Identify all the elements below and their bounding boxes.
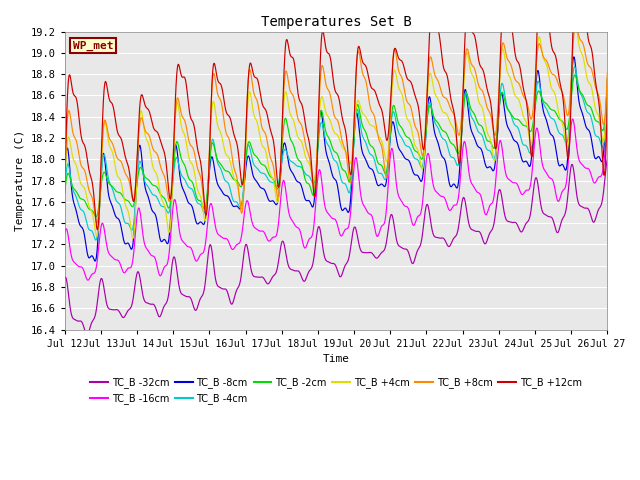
- TC_B -32cm: [125, 307, 133, 312]
- TC_B +8cm: [303, 145, 310, 151]
- TC_B +4cm: [103, 126, 111, 132]
- TC_B +12cm: [312, 179, 320, 184]
- TC_B -4cm: [61, 191, 68, 196]
- TC_B +12cm: [370, 87, 378, 93]
- Legend: TC_B -32cm, TC_B -16cm, TC_B -8cm, TC_B -4cm, TC_B -2cm, TC_B +4cm, TC_B +8cm, T: TC_B -32cm, TC_B -16cm, TC_B -8cm, TC_B …: [86, 373, 586, 408]
- TC_B -16cm: [103, 243, 111, 249]
- TC_B -4cm: [92, 237, 100, 243]
- TC_B -32cm: [370, 252, 378, 258]
- TC_B -4cm: [291, 162, 299, 168]
- TC_B +8cm: [125, 178, 133, 184]
- TC_B -16cm: [291, 223, 299, 228]
- TC_B +8cm: [61, 178, 68, 183]
- TC_B -2cm: [312, 168, 320, 174]
- TC_B +4cm: [61, 184, 68, 190]
- TC_B -8cm: [61, 177, 68, 182]
- TC_B +8cm: [93, 220, 100, 226]
- TC_B -2cm: [571, 72, 579, 78]
- Line: TC_B -16cm: TC_B -16cm: [65, 119, 607, 280]
- TC_B -8cm: [312, 170, 320, 176]
- TC_B -8cm: [370, 170, 378, 176]
- X-axis label: Time: Time: [323, 354, 349, 364]
- TC_B +4cm: [125, 211, 132, 216]
- TC_B -2cm: [291, 148, 299, 154]
- TC_B +8cm: [312, 167, 320, 173]
- Line: TC_B -2cm: TC_B -2cm: [65, 75, 607, 216]
- TC_B +12cm: [103, 84, 111, 90]
- TC_B +8cm: [291, 102, 299, 108]
- TC_B -16cm: [61, 232, 68, 238]
- TC_B -32cm: [303, 275, 310, 280]
- TC_B -2cm: [303, 180, 310, 185]
- TC_B -8cm: [291, 176, 299, 181]
- TC_B -4cm: [303, 172, 310, 178]
- TC_B -4cm: [103, 167, 111, 172]
- TC_B -16cm: [569, 116, 577, 122]
- Text: WP_met: WP_met: [73, 40, 113, 51]
- TC_B +4cm: [370, 123, 378, 129]
- Title: Temperatures Set B: Temperatures Set B: [260, 15, 412, 29]
- TC_B +12cm: [303, 128, 310, 134]
- TC_B -8cm: [570, 54, 577, 60]
- TC_B +12cm: [604, 95, 611, 100]
- TC_B -16cm: [312, 193, 320, 199]
- TC_B -32cm: [83, 332, 91, 338]
- TC_B -8cm: [303, 198, 310, 204]
- Line: TC_B +12cm: TC_B +12cm: [65, 0, 607, 229]
- TC_B +4cm: [129, 236, 137, 241]
- TC_B -8cm: [125, 241, 133, 247]
- TC_B -32cm: [103, 302, 111, 308]
- TC_B -4cm: [312, 166, 320, 171]
- TC_B -4cm: [604, 84, 611, 90]
- TC_B -32cm: [291, 268, 299, 274]
- Line: TC_B -4cm: TC_B -4cm: [65, 67, 607, 240]
- TC_B +8cm: [604, 70, 611, 75]
- TC_B -4cm: [571, 64, 579, 70]
- TC_B +8cm: [370, 112, 378, 118]
- TC_B +12cm: [291, 67, 299, 72]
- TC_B -32cm: [604, 156, 611, 162]
- TC_B -2cm: [370, 146, 378, 152]
- TC_B +4cm: [604, 76, 611, 82]
- Line: TC_B +8cm: TC_B +8cm: [65, 24, 607, 223]
- TC_B -4cm: [370, 155, 378, 161]
- TC_B -2cm: [92, 214, 100, 219]
- TC_B -16cm: [604, 125, 611, 131]
- TC_B +4cm: [291, 124, 299, 130]
- TC_B -16cm: [84, 277, 92, 283]
- TC_B +12cm: [93, 227, 101, 232]
- TC_B -16cm: [125, 265, 133, 271]
- TC_B -8cm: [91, 258, 99, 264]
- TC_B -2cm: [125, 199, 133, 204]
- TC_B -8cm: [103, 179, 111, 185]
- TC_B +12cm: [61, 183, 68, 189]
- TC_B +4cm: [303, 156, 310, 162]
- TC_B +4cm: [312, 160, 320, 166]
- TC_B +8cm: [103, 125, 111, 131]
- Line: TC_B -32cm: TC_B -32cm: [65, 159, 607, 335]
- TC_B +8cm: [572, 21, 580, 27]
- TC_B -32cm: [312, 236, 320, 241]
- TC_B -2cm: [103, 176, 111, 181]
- Line: TC_B +4cm: TC_B +4cm: [65, 23, 607, 239]
- TC_B -4cm: [125, 222, 133, 228]
- TC_B +12cm: [125, 167, 133, 173]
- TC_B -16cm: [303, 243, 310, 249]
- TC_B -2cm: [61, 191, 68, 197]
- TC_B -8cm: [604, 76, 611, 82]
- TC_B -16cm: [370, 220, 378, 226]
- TC_B -32cm: [61, 276, 68, 282]
- TC_B -2cm: [604, 87, 611, 93]
- TC_B +4cm: [572, 20, 579, 26]
- Y-axis label: Temperature (C): Temperature (C): [15, 130, 25, 231]
- Line: TC_B -8cm: TC_B -8cm: [65, 57, 607, 261]
